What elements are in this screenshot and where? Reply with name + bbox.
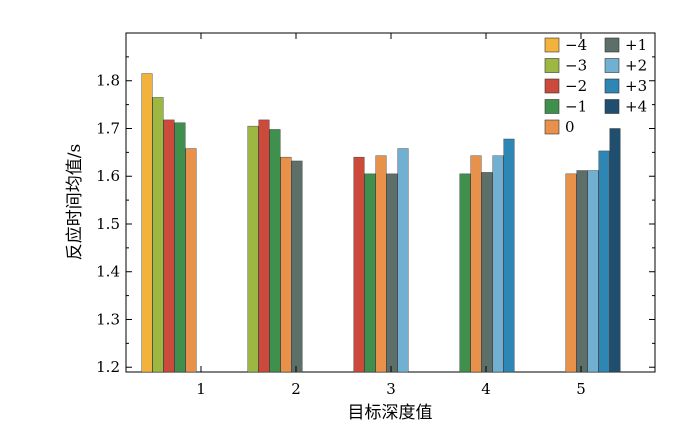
y-tick-label: 1.6 (96, 167, 120, 185)
legend-label: −1 (565, 98, 587, 116)
legend-swatch (604, 99, 620, 114)
legend-label: −2 (565, 77, 587, 95)
legend-swatch (604, 58, 620, 73)
x-tick-label: 1 (196, 380, 206, 398)
legend-label: −3 (565, 57, 587, 75)
bar (481, 172, 493, 373)
bar (470, 155, 482, 373)
x-tick-label: 3 (386, 380, 396, 398)
legend: −4 −3 −2 −1 0 +1 +2 +3 +4 (544, 36, 647, 136)
bar (163, 119, 175, 373)
bar (185, 148, 197, 373)
bar (386, 173, 398, 373)
legend-swatch (544, 78, 560, 94)
bar (269, 129, 281, 373)
bar (280, 156, 292, 373)
bar (364, 173, 376, 373)
legend-swatch (544, 119, 560, 135)
legend-swatch (544, 58, 560, 73)
bars-group (141, 73, 621, 373)
bar (492, 155, 504, 373)
legend-label: +3 (625, 77, 647, 95)
legend-swatch (604, 37, 620, 53)
bar (587, 170, 599, 373)
bar (258, 119, 270, 373)
y-axis: 1.2 1.3 1.4 1.5 1.6 1.7 1.8 (96, 56, 655, 376)
x-axis: 1 2 3 4 5 (196, 33, 586, 398)
x-tick-label: 5 (576, 380, 586, 398)
y-tick-label: 1.5 (96, 215, 120, 233)
legend-label: 0 (565, 118, 575, 136)
legend-label: +2 (625, 57, 647, 75)
legend-label: −4 (565, 36, 587, 54)
y-tick-label: 1.4 (96, 263, 120, 281)
bar (503, 138, 515, 373)
bar (459, 173, 471, 373)
bar (576, 170, 588, 373)
y-tick-label: 1.3 (96, 310, 120, 328)
x-tick-label: 2 (291, 380, 301, 398)
bar (174, 122, 186, 373)
legend-swatch (604, 78, 620, 94)
legend-label: +4 (625, 98, 647, 116)
bar (353, 156, 365, 373)
y-tick-label: 1.8 (96, 72, 120, 90)
bar (247, 125, 259, 373)
bar (397, 148, 409, 373)
bar (152, 97, 164, 373)
x-tick-label: 4 (481, 380, 491, 398)
legend-swatch (544, 99, 560, 114)
bar (375, 155, 387, 373)
bar (609, 128, 621, 373)
legend-swatch (544, 37, 560, 53)
x-axis-title: 目标深度值 (348, 403, 433, 423)
y-tick-label: 1.7 (96, 119, 120, 137)
bar (141, 73, 153, 373)
bar (291, 160, 303, 373)
y-tick-label: 1.2 (96, 358, 120, 376)
bar (598, 150, 610, 373)
legend-label: +1 (625, 36, 647, 54)
y-axis-title: 反应时间均值/s (65, 144, 85, 260)
bar (565, 173, 577, 373)
